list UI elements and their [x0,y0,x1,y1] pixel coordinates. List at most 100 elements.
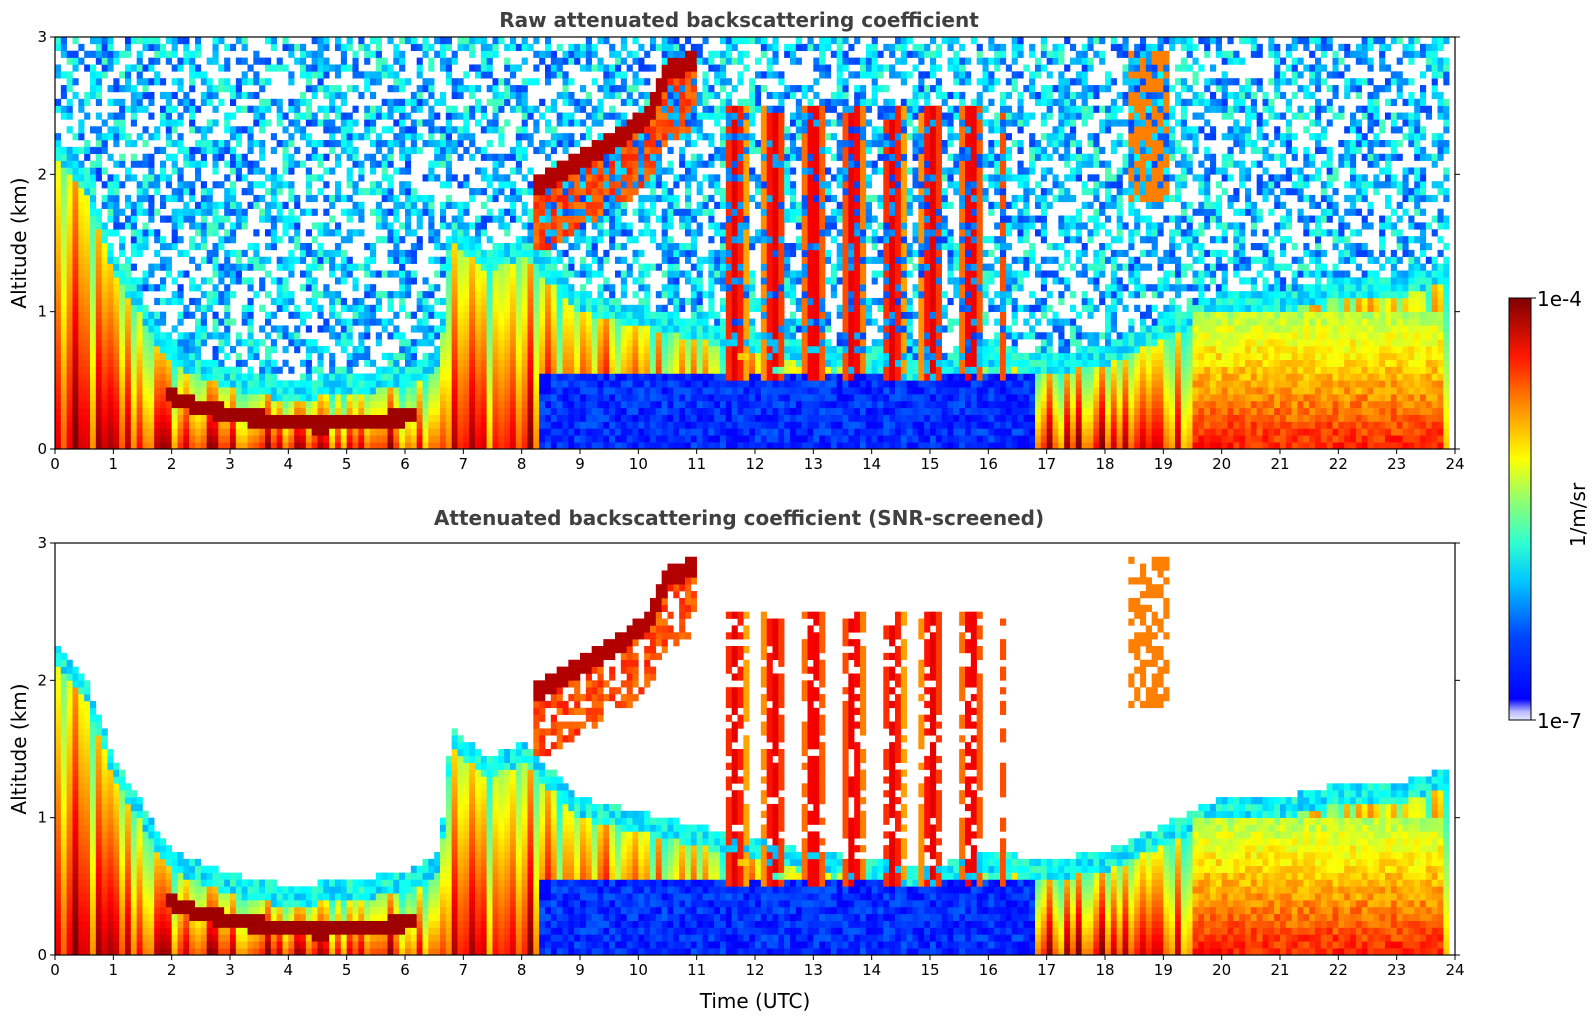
heatmap-cell [644,229,651,237]
heatmap-cell [609,43,616,52]
heatmap-cell [667,37,674,45]
heatmap-cell [690,249,697,258]
heatmap-cell [352,188,359,196]
heatmap-cell [486,98,493,106]
heatmap-cell [463,366,470,374]
heatmap-cell [650,188,657,196]
heatmap-cell [457,140,464,148]
heatmap-cell [644,160,651,168]
heatmap-cell [597,105,604,113]
heatmap-cell [352,85,359,93]
heatmap-cell [177,208,184,216]
heatmap-cell [317,373,324,381]
heatmap-cell [603,133,610,141]
heatmap-cell [597,311,604,319]
heatmap-cell [119,325,126,333]
heatmap-cell [107,57,114,65]
heatmap-cell [136,366,143,374]
heatmap-cell [113,318,120,326]
heatmap-cell [282,421,289,429]
heatmap-cell [55,249,62,258]
heatmap-cell [247,243,254,251]
heatmap-cell [177,57,184,65]
heatmap-cell [685,98,692,106]
heatmap-cell [405,352,412,361]
heatmap-cell [463,71,470,79]
heatmap-cell [632,352,639,361]
heatmap-cell [84,435,91,443]
heatmap-cell [539,297,546,306]
heatmap-cell [626,407,633,415]
heatmap-cell [650,160,657,168]
heatmap-cell [130,421,137,429]
heatmap-cell [375,105,382,113]
heatmap-cell [72,167,79,175]
heatmap-cell [311,380,318,388]
heatmap-cell [521,256,528,264]
heatmap-cell [171,140,178,148]
heatmap-cell [510,400,517,409]
heatmap-cell [195,105,202,113]
heatmap-cell [714,318,721,326]
heatmap-cell [241,339,248,347]
heatmap-cell [568,346,575,354]
heatmap-cell [486,366,493,374]
heatmap-cell [492,318,499,326]
heatmap-cell [434,270,441,278]
heatmap-cell [177,373,184,381]
heatmap-cell [667,277,674,285]
heatmap-cell [311,435,318,443]
heatmap-cell [574,194,581,203]
heatmap-cell [410,243,417,251]
heatmap-cell [340,236,347,244]
heatmap-cell [428,366,435,374]
heatmap-cell [101,387,108,395]
heatmap-cell [550,297,557,306]
heatmap-cell [288,194,295,203]
heatmap-cell [632,366,639,374]
heatmap-cell [679,249,686,258]
heatmap-cell [580,318,587,326]
heatmap-cell [690,167,697,175]
heatmap-cell [480,215,487,223]
heatmap-cell [119,387,126,395]
heatmap-cell [95,339,102,347]
heatmap-cell [288,50,295,58]
heatmap-cell [521,112,528,120]
heatmap-cell [165,112,172,120]
heatmap-cell [294,222,301,230]
heatmap-cell [311,407,318,415]
heatmap-cell [381,400,388,409]
heatmap-cell [195,297,202,306]
heatmap-cell [545,318,552,326]
heatmap-cell [591,435,598,443]
heatmap-cell [276,236,283,244]
heatmap-cell [329,270,336,278]
heatmap-cell [253,140,260,148]
heatmap-cell [445,194,452,203]
heatmap-cell [247,263,254,271]
heatmap-cell [60,346,67,354]
heatmap-cell [375,318,382,326]
heatmap-cell [603,174,610,182]
heatmap-cell [445,428,452,436]
heatmap-cell [410,133,417,141]
heatmap-cell [550,407,557,415]
heatmap-cell [282,43,289,52]
heatmap-cell [165,387,172,395]
heatmap-cell [469,263,476,271]
heatmap-cell [667,442,674,450]
heatmap-cell [632,249,639,258]
heatmap-cell [632,435,639,443]
heatmap-cell [568,339,575,347]
heatmap-cell [469,105,476,113]
heatmap-cell [475,98,482,106]
heatmap-cell [486,339,493,347]
heatmap-cell [632,387,639,395]
heatmap-cell [370,249,377,258]
heatmap-cell [90,188,97,196]
heatmap-cell [655,325,662,333]
heatmap-cell [521,263,528,271]
heatmap-cell [154,318,161,326]
heatmap-cell [265,98,272,106]
